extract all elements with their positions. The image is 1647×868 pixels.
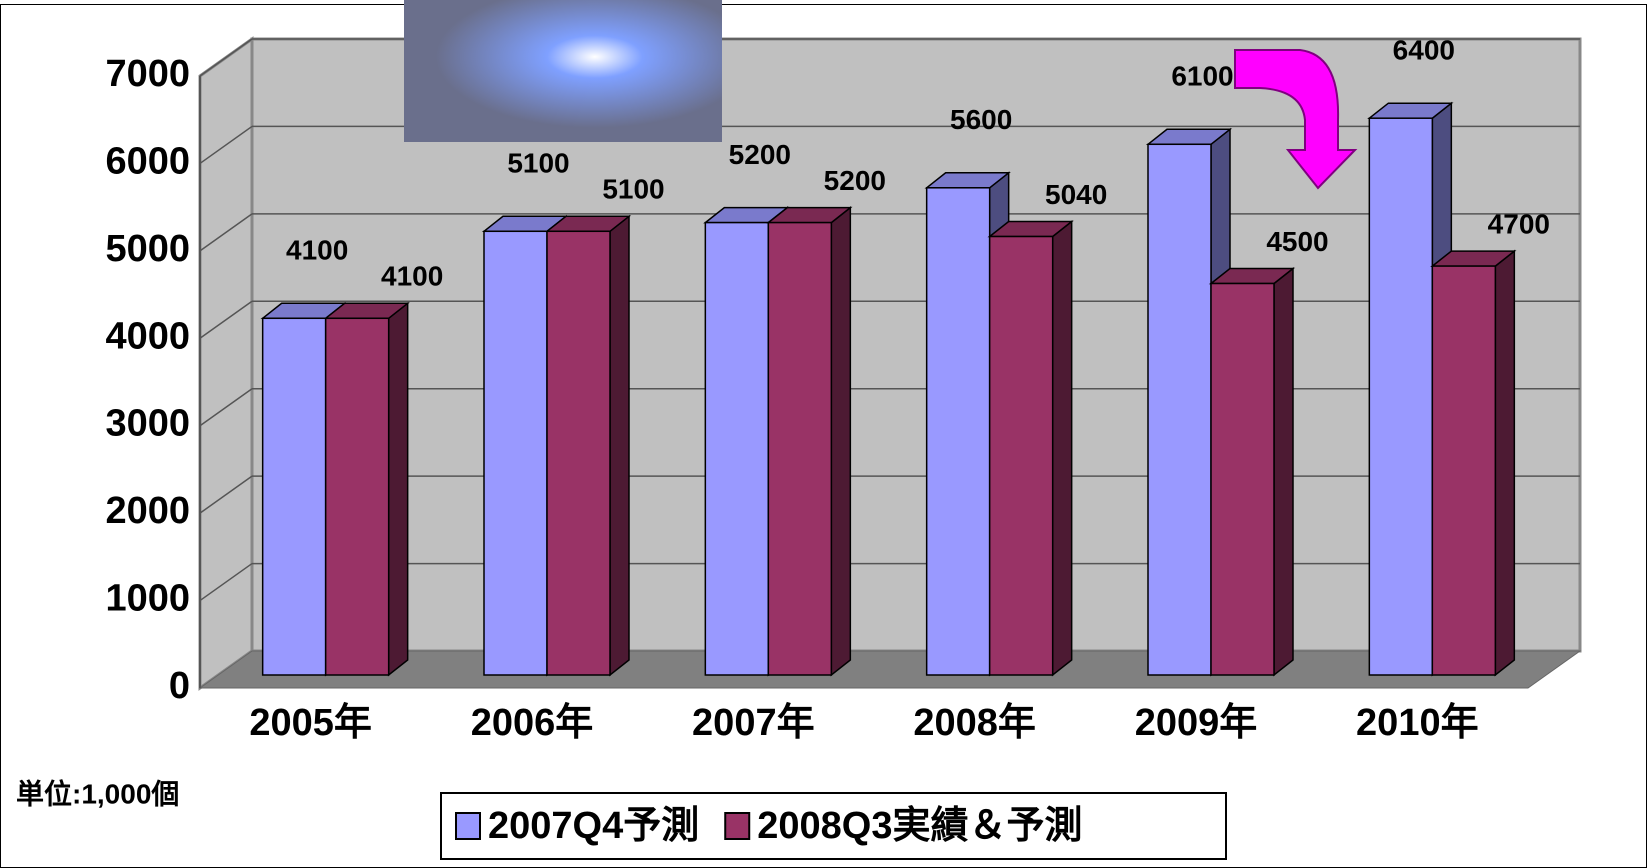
value-label: 5200 (824, 165, 886, 196)
bar-front (990, 237, 1053, 675)
value-label: 6400 (1393, 35, 1455, 66)
x-tick-label: 2010年 (1356, 702, 1479, 744)
legend-swatch (456, 813, 480, 839)
x-tick-label: 2008年 (913, 702, 1036, 744)
bar (326, 303, 408, 675)
side-wall (200, 39, 252, 688)
bar-front (1211, 284, 1274, 676)
value-label: 5200 (729, 139, 791, 170)
bar-front (547, 231, 610, 675)
legend-label: 2008Q3実績＆予測 (757, 805, 1082, 847)
bar-side (831, 208, 850, 675)
y-tick-label: 6000 (105, 140, 190, 182)
bar-front (1432, 266, 1495, 675)
bar-front (1369, 118, 1432, 675)
bar-side (1495, 251, 1514, 675)
legend-swatch (725, 813, 749, 839)
bar (547, 216, 629, 675)
bar (1432, 251, 1514, 675)
y-tick-label: 4000 (105, 315, 190, 357)
y-tick-label: 7000 (105, 53, 190, 95)
x-tick-label: 2006年 (471, 702, 594, 744)
bar-front (705, 223, 768, 675)
bar-side (389, 303, 408, 675)
unit-note: 単位:1,000個 (16, 777, 179, 809)
value-label: 6100 (1171, 61, 1233, 92)
bar-side (610, 216, 629, 675)
value-label: 4500 (1266, 226, 1328, 257)
y-tick-label: 0 (169, 665, 190, 707)
y-tick-label: 1000 (105, 578, 190, 620)
value-label: 5100 (507, 148, 569, 179)
bar-front (263, 318, 326, 675)
bar (990, 222, 1072, 675)
value-label: 5100 (602, 174, 664, 205)
y-tick-label: 2000 (105, 490, 190, 532)
value-label: 5600 (950, 104, 1012, 135)
projector-photo (404, 0, 722, 142)
value-label: 5040 (1045, 179, 1107, 210)
bar-front (484, 231, 547, 675)
legend-label: 2007Q4予測 (488, 805, 699, 847)
value-label: 4700 (1488, 208, 1550, 239)
bar-front (326, 318, 389, 675)
bar-front (1148, 144, 1211, 675)
bar-side (1274, 269, 1293, 676)
x-tick-label: 2007年 (692, 702, 815, 744)
chart: 単位:1,000個 0 1000 2000 3000 4000 5000 6000 7000 2… (0, 0, 1647, 868)
bar-side (1053, 222, 1072, 675)
value-label: 4100 (381, 261, 443, 292)
x-tick-label: 2005年 (249, 702, 372, 744)
bar-front (768, 223, 831, 675)
bar (768, 208, 850, 675)
bar (1211, 269, 1293, 676)
y-tick-label: 5000 (105, 228, 190, 270)
y-tick-label: 3000 (105, 403, 190, 445)
bar-front (927, 188, 990, 675)
value-label: 4100 (286, 235, 348, 266)
x-tick-label: 2009年 (1135, 702, 1258, 744)
